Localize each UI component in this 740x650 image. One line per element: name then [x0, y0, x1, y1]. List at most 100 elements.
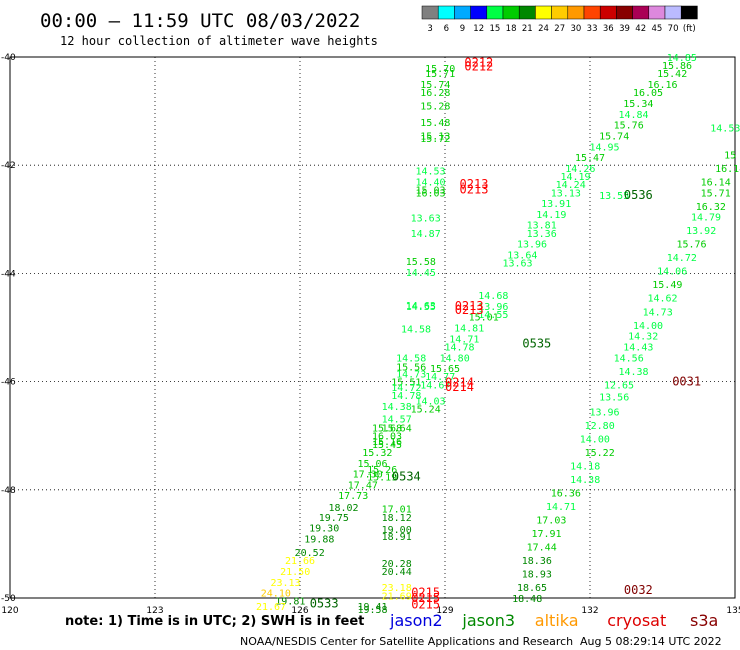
swh-value: 13.64 [507, 250, 537, 261]
swh-value: 13.63 [502, 259, 532, 270]
colorbar-swatch [632, 5, 650, 20]
x-tick-label: 120 [1, 606, 18, 616]
swh-value: 18.12 [382, 513, 412, 524]
swh-value: 16.16 [647, 80, 677, 91]
pass-time-label: 0212 [464, 60, 493, 74]
swh-value: 15.28 [420, 102, 450, 113]
y-tick-labels: -40 -42 -44 -46 -48 -50 [1, 53, 16, 604]
units-note: note: 1) Time is in UTC; 2) SWH is in fe… [65, 614, 364, 629]
pass-time-label: 0215 [411, 597, 440, 611]
pass-time-label: 0214 [445, 376, 474, 390]
swh-value: 15.58 [406, 257, 436, 268]
swh-value: 16.03 [415, 188, 445, 199]
colorbar-swatch [486, 5, 504, 20]
swh-value: 13.13 [551, 188, 581, 199]
swh-value: 19.58 [357, 605, 387, 616]
swh-value: 17.73 [338, 491, 368, 502]
swh-value: 14.03 [415, 397, 445, 408]
swh-value: 15.34 [623, 99, 653, 110]
swh-value: 14.57 [382, 414, 412, 425]
y-tick-label: -44 [1, 269, 16, 279]
swh-value: 15.74 [599, 131, 629, 142]
colorbar-swatch [599, 5, 617, 20]
satellite-legend-entry: s3a [690, 611, 718, 630]
colorbar-swatch [583, 5, 601, 20]
swh-value: 21.66 [285, 556, 315, 567]
plot-frame [9, 56, 736, 599]
swh-value: 16.03 [372, 432, 402, 443]
colorbar-swatch [470, 5, 488, 20]
satellite-legend-entry: cryosat [607, 611, 666, 630]
swh-value: 21.69 [382, 591, 412, 602]
swh-value: 15.42 [657, 69, 687, 80]
y-tick-label: -42 [1, 161, 16, 171]
swh-value: 14.87 [411, 229, 441, 240]
swh-value: 15.68 [372, 424, 402, 435]
swh-value: 17.03 [536, 516, 566, 527]
swh-value: 15.19 [367, 472, 397, 483]
swh-value: 14.77 [425, 372, 455, 383]
swh-value: 14.53 [415, 167, 445, 178]
swh-value: 15.64 [382, 424, 412, 435]
x-tick-label: 123 [146, 606, 163, 616]
colorbar-swatch [616, 5, 633, 20]
chart-title: 00:00 – 11:59 UTC 08/03/2022 [40, 10, 360, 32]
swh-value: 15.56 [396, 362, 426, 373]
satellite-legend: jason2 jason3 altika cryosat s3a [389, 611, 718, 630]
swh-value: 15.03 [415, 186, 445, 197]
swh-value: 14.85 [667, 53, 697, 64]
swh-value: 18.93 [522, 570, 552, 581]
pass-time-label: 0213 [460, 183, 489, 197]
colorbar-label: 39 [619, 24, 630, 34]
colorbar-label: 36 [603, 24, 614, 34]
colorbar-label: 15 [489, 24, 500, 34]
colorbar-swatch [567, 5, 585, 20]
colorbar-label: 12 [473, 24, 484, 34]
swh-value: 14.00 [633, 321, 663, 332]
swh-value: 14.45 [406, 268, 436, 279]
colorbar-label: 45 [651, 24, 662, 34]
x-tick-label: 129 [436, 606, 453, 616]
swh-value: 14.78 [391, 391, 421, 402]
colorbar-swatch [664, 5, 682, 20]
swh-value: 14.71 [449, 334, 479, 345]
swh-value: 16.14 [715, 164, 740, 175]
swh-value: 18.02 [328, 503, 358, 514]
swh-value: 13.55 [599, 191, 629, 202]
swh-value: 14.73 [396, 369, 426, 380]
colorbar-swatch [535, 5, 552, 20]
swh-value: 17.44 [527, 543, 557, 554]
swh-value: 15.72 [420, 134, 450, 145]
swh-value: 14.32 [628, 332, 658, 343]
swh-value: 15.76 [676, 240, 706, 251]
generated-timestamp: Aug 5 08:29:14 UTC 2022 [580, 635, 722, 648]
pass-time-label: 0536 [624, 188, 653, 202]
grid-lines [10, 57, 735, 598]
colorbar-swatch [421, 5, 439, 20]
colorbar-label: 42 [635, 24, 646, 34]
colorbar-swatch [680, 5, 698, 20]
swh-value: 17.91 [531, 529, 561, 540]
colorbar-label: 6 [444, 24, 449, 34]
swh-value: 14.78 [444, 342, 474, 353]
swh-value: 15.65 [430, 364, 460, 375]
swh-value: 13.96 [478, 302, 508, 313]
colorbar-label: 9 [460, 24, 465, 34]
swh-value: 18.65 [517, 583, 547, 594]
swh-value: 14.95 [589, 142, 619, 153]
swh-value: 19.41 [357, 602, 387, 613]
swh-value: 19.75 [319, 513, 349, 524]
swh-value: 14.40 [415, 177, 445, 188]
swh-value: 16.28 [420, 88, 450, 99]
swh-value: 14.53 [710, 123, 740, 134]
swh-value: 14.71 [546, 502, 576, 513]
swh-value: 14.38 [618, 367, 648, 378]
swh-value: 18.48 [512, 594, 542, 605]
x-tick-label: 135 [726, 606, 740, 616]
swh-value: 15.32 [362, 448, 392, 459]
pass-time-label: 0213 [455, 303, 484, 317]
swh-value: 15.24 [411, 405, 441, 416]
swh-value: 15.70 [425, 64, 455, 75]
swh-value: 14.55 [406, 302, 436, 313]
